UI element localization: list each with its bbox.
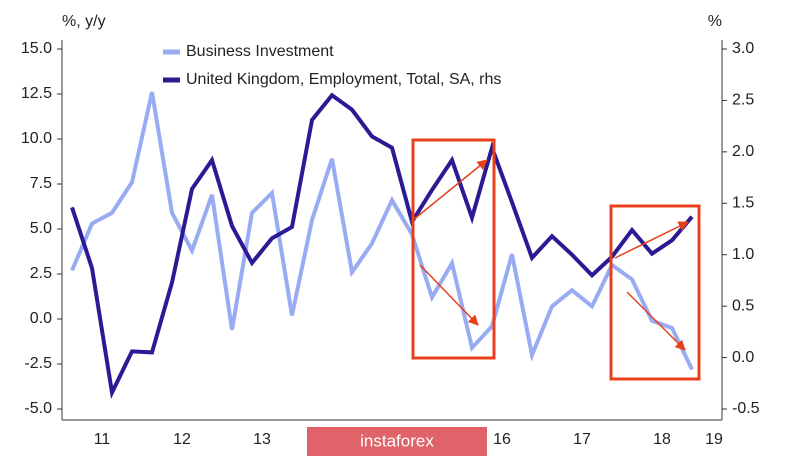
y-tick-label: -5.0 bbox=[24, 400, 52, 417]
x-tick-label: 16 bbox=[493, 431, 511, 448]
annotations bbox=[411, 138, 701, 381]
y-tick-label: 2.5 bbox=[30, 265, 52, 282]
arrow bbox=[419, 264, 479, 326]
y2-tick-label: 1.5 bbox=[732, 195, 754, 212]
x-tick-label: 17 bbox=[573, 431, 591, 448]
series-line bbox=[70, 91, 694, 371]
watermark-box bbox=[307, 427, 487, 456]
x-tick-label: 12 bbox=[173, 431, 191, 448]
y-tick-label: 12.5 bbox=[21, 85, 52, 102]
highlight-box bbox=[411, 138, 496, 360]
arrow bbox=[626, 291, 686, 351]
legend-label: Business Investment bbox=[186, 43, 334, 60]
y2-tick-label: 0.5 bbox=[732, 297, 754, 314]
x-tick-label: 19 bbox=[705, 431, 723, 448]
y-tick-label: 7.5 bbox=[30, 175, 52, 192]
y2-tick-label: 2.5 bbox=[732, 92, 754, 109]
y2-tick-label: 2.0 bbox=[732, 143, 754, 160]
y2-axis-label: % bbox=[708, 13, 722, 30]
arrow bbox=[614, 221, 689, 259]
y2-tick-label: 1.0 bbox=[732, 246, 754, 263]
y2-tick-label: 0.0 bbox=[732, 349, 754, 366]
y-tick-label: 10.0 bbox=[21, 130, 52, 147]
y2-tick-label: 3.0 bbox=[732, 40, 754, 57]
y-tick-label: -2.5 bbox=[24, 355, 52, 372]
watermark: instaforex bbox=[360, 431, 434, 450]
y-axis-label: %, y/y bbox=[62, 13, 106, 30]
y-tick-label: 15.0 bbox=[21, 40, 52, 57]
x-tick-label: 13 bbox=[253, 431, 271, 448]
legend-label: United Kingdom, Employment, Total, SA, r… bbox=[186, 71, 501, 88]
series-line bbox=[70, 92, 694, 400]
x-tick-label: 18 bbox=[653, 431, 671, 448]
x-tick-label: 11 bbox=[94, 431, 111, 448]
y2-tick-label: -0.5 bbox=[732, 400, 760, 417]
y-tick-label: 5.0 bbox=[30, 220, 52, 237]
highlight-box bbox=[609, 204, 701, 381]
arrow bbox=[412, 159, 488, 221]
y-tick-label: 0.0 bbox=[30, 310, 52, 327]
